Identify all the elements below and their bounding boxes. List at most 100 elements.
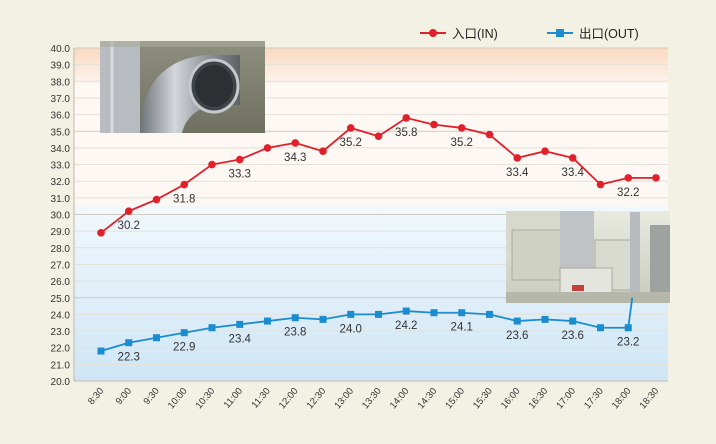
y-tick-label: 39.0 bbox=[51, 61, 71, 72]
data-point bbox=[486, 310, 493, 318]
data-point bbox=[208, 160, 216, 169]
data-point bbox=[430, 120, 438, 129]
data-point bbox=[513, 154, 522, 162]
data-point bbox=[152, 195, 161, 204]
x-tick-label: 12:00 bbox=[277, 386, 301, 411]
data-label: 35.8 bbox=[395, 127, 417, 139]
x-tick-label: 11:30 bbox=[250, 386, 273, 411]
data-label: 33.4 bbox=[562, 167, 585, 179]
x-tick-label: 15:30 bbox=[471, 386, 495, 411]
data-point bbox=[624, 174, 633, 182]
data-label: 35.2 bbox=[451, 137, 473, 149]
y-tick-label: 22.0 bbox=[51, 344, 71, 355]
duct-photo bbox=[100, 41, 265, 133]
data-point bbox=[541, 315, 549, 323]
data-point bbox=[569, 317, 577, 325]
data-label: 24.1 bbox=[451, 322, 473, 334]
y-tick-label: 34.0 bbox=[51, 144, 71, 155]
data-point bbox=[624, 324, 632, 332]
data-labels: 30.2 31.8 33.3 34.3 35.2 35.8 35.2 33.4 33.4 32.2… bbox=[118, 127, 640, 364]
y-tick-label: 31.0 bbox=[51, 194, 71, 205]
y-tick-label: 30.0 bbox=[51, 211, 71, 222]
data-point bbox=[375, 310, 382, 318]
data-point bbox=[513, 317, 521, 325]
data-label: 23.6 bbox=[562, 330, 584, 342]
x-tick-label: 11:00 bbox=[222, 386, 245, 411]
legend-label-out: 出口(OUT) bbox=[579, 27, 639, 41]
data-point bbox=[402, 114, 411, 122]
x-tick-label: 18:30 bbox=[638, 386, 662, 411]
legend-marker-in bbox=[429, 29, 437, 37]
y-tick-label: 37.0 bbox=[51, 94, 71, 105]
data-label: 23.8 bbox=[284, 327, 306, 339]
x-tick-label: 8:30 bbox=[86, 386, 106, 407]
y-tick-label: 27.0 bbox=[51, 260, 71, 271]
data-point bbox=[208, 324, 216, 332]
x-tick-label: 16:30 bbox=[527, 386, 551, 411]
data-point bbox=[124, 207, 133, 215]
x-tick-label: 16:00 bbox=[499, 386, 523, 411]
data-point bbox=[596, 180, 605, 189]
data-label: 30.2 bbox=[118, 220, 140, 232]
x-tick-label: 13:00 bbox=[332, 386, 356, 411]
data-label: 24.2 bbox=[395, 320, 417, 332]
data-label: 34.3 bbox=[284, 152, 306, 164]
data-label: 33.4 bbox=[506, 167, 529, 179]
y-tick-label: 20.0 bbox=[51, 377, 71, 388]
y-tick-label: 26.0 bbox=[51, 277, 71, 288]
data-point bbox=[457, 124, 466, 132]
data-point bbox=[264, 317, 271, 325]
x-tick-label: 15:00 bbox=[443, 386, 467, 411]
data-point bbox=[180, 329, 188, 337]
data-label: 35.2 bbox=[340, 137, 362, 149]
y-axis: 20.0 21.0 22.0 23.0 24.0 25.0 26.0 27.0 28.0 29.0… bbox=[51, 44, 668, 388]
x-tick-label: 10:30 bbox=[194, 386, 218, 411]
y-tick-label: 24.0 bbox=[51, 310, 71, 321]
legend: 入口(IN) 出口(OUT) bbox=[420, 27, 639, 41]
data-label: 32.2 bbox=[617, 187, 639, 199]
data-point bbox=[485, 130, 494, 139]
x-tick-label: 12:30 bbox=[305, 386, 329, 411]
x-tick-label: 17:00 bbox=[554, 386, 578, 411]
y-tick-label: 38.0 bbox=[51, 77, 71, 88]
data-point bbox=[430, 309, 438, 317]
data-point bbox=[235, 155, 244, 164]
data-point bbox=[319, 315, 327, 323]
data-point bbox=[97, 347, 105, 355]
y-tick-label: 25.0 bbox=[51, 294, 71, 305]
y-tick-label: 21.0 bbox=[51, 360, 71, 371]
data-label: 33.3 bbox=[229, 169, 251, 181]
data-label: 23.4 bbox=[229, 333, 252, 345]
y-tick-label: 23.0 bbox=[51, 327, 71, 338]
legend-marker-out bbox=[556, 29, 564, 37]
data-point bbox=[568, 154, 577, 162]
data-label: 23.2 bbox=[617, 337, 639, 349]
data-point bbox=[97, 229, 105, 237]
legend-item-out: 出口(OUT) bbox=[547, 27, 639, 41]
data-point bbox=[236, 320, 244, 328]
data-point bbox=[541, 147, 549, 156]
equipment-photo bbox=[506, 211, 670, 303]
data-point bbox=[319, 147, 327, 156]
data-point bbox=[125, 339, 133, 347]
data-label: 24.0 bbox=[340, 323, 362, 335]
data-point bbox=[291, 139, 300, 147]
y-tick-label: 40.0 bbox=[51, 44, 71, 55]
x-tick-label: 9:00 bbox=[114, 386, 134, 407]
data-label: 31.8 bbox=[173, 194, 195, 206]
data-point bbox=[346, 124, 355, 132]
y-tick-label: 36.0 bbox=[51, 111, 71, 122]
data-point bbox=[597, 324, 604, 332]
x-tick-label: 17:30 bbox=[582, 386, 606, 411]
x-tick-label: 14:30 bbox=[416, 386, 440, 411]
data-label: 23.6 bbox=[506, 330, 528, 342]
y-tick-label: 35.0 bbox=[51, 127, 71, 138]
data-label: 22.3 bbox=[118, 352, 140, 364]
data-point bbox=[263, 144, 272, 152]
x-tick-label: 13:30 bbox=[360, 386, 384, 411]
data-point bbox=[402, 307, 410, 315]
y-tick-label: 32.0 bbox=[51, 177, 71, 188]
x-tick-label: 14:00 bbox=[388, 386, 412, 411]
